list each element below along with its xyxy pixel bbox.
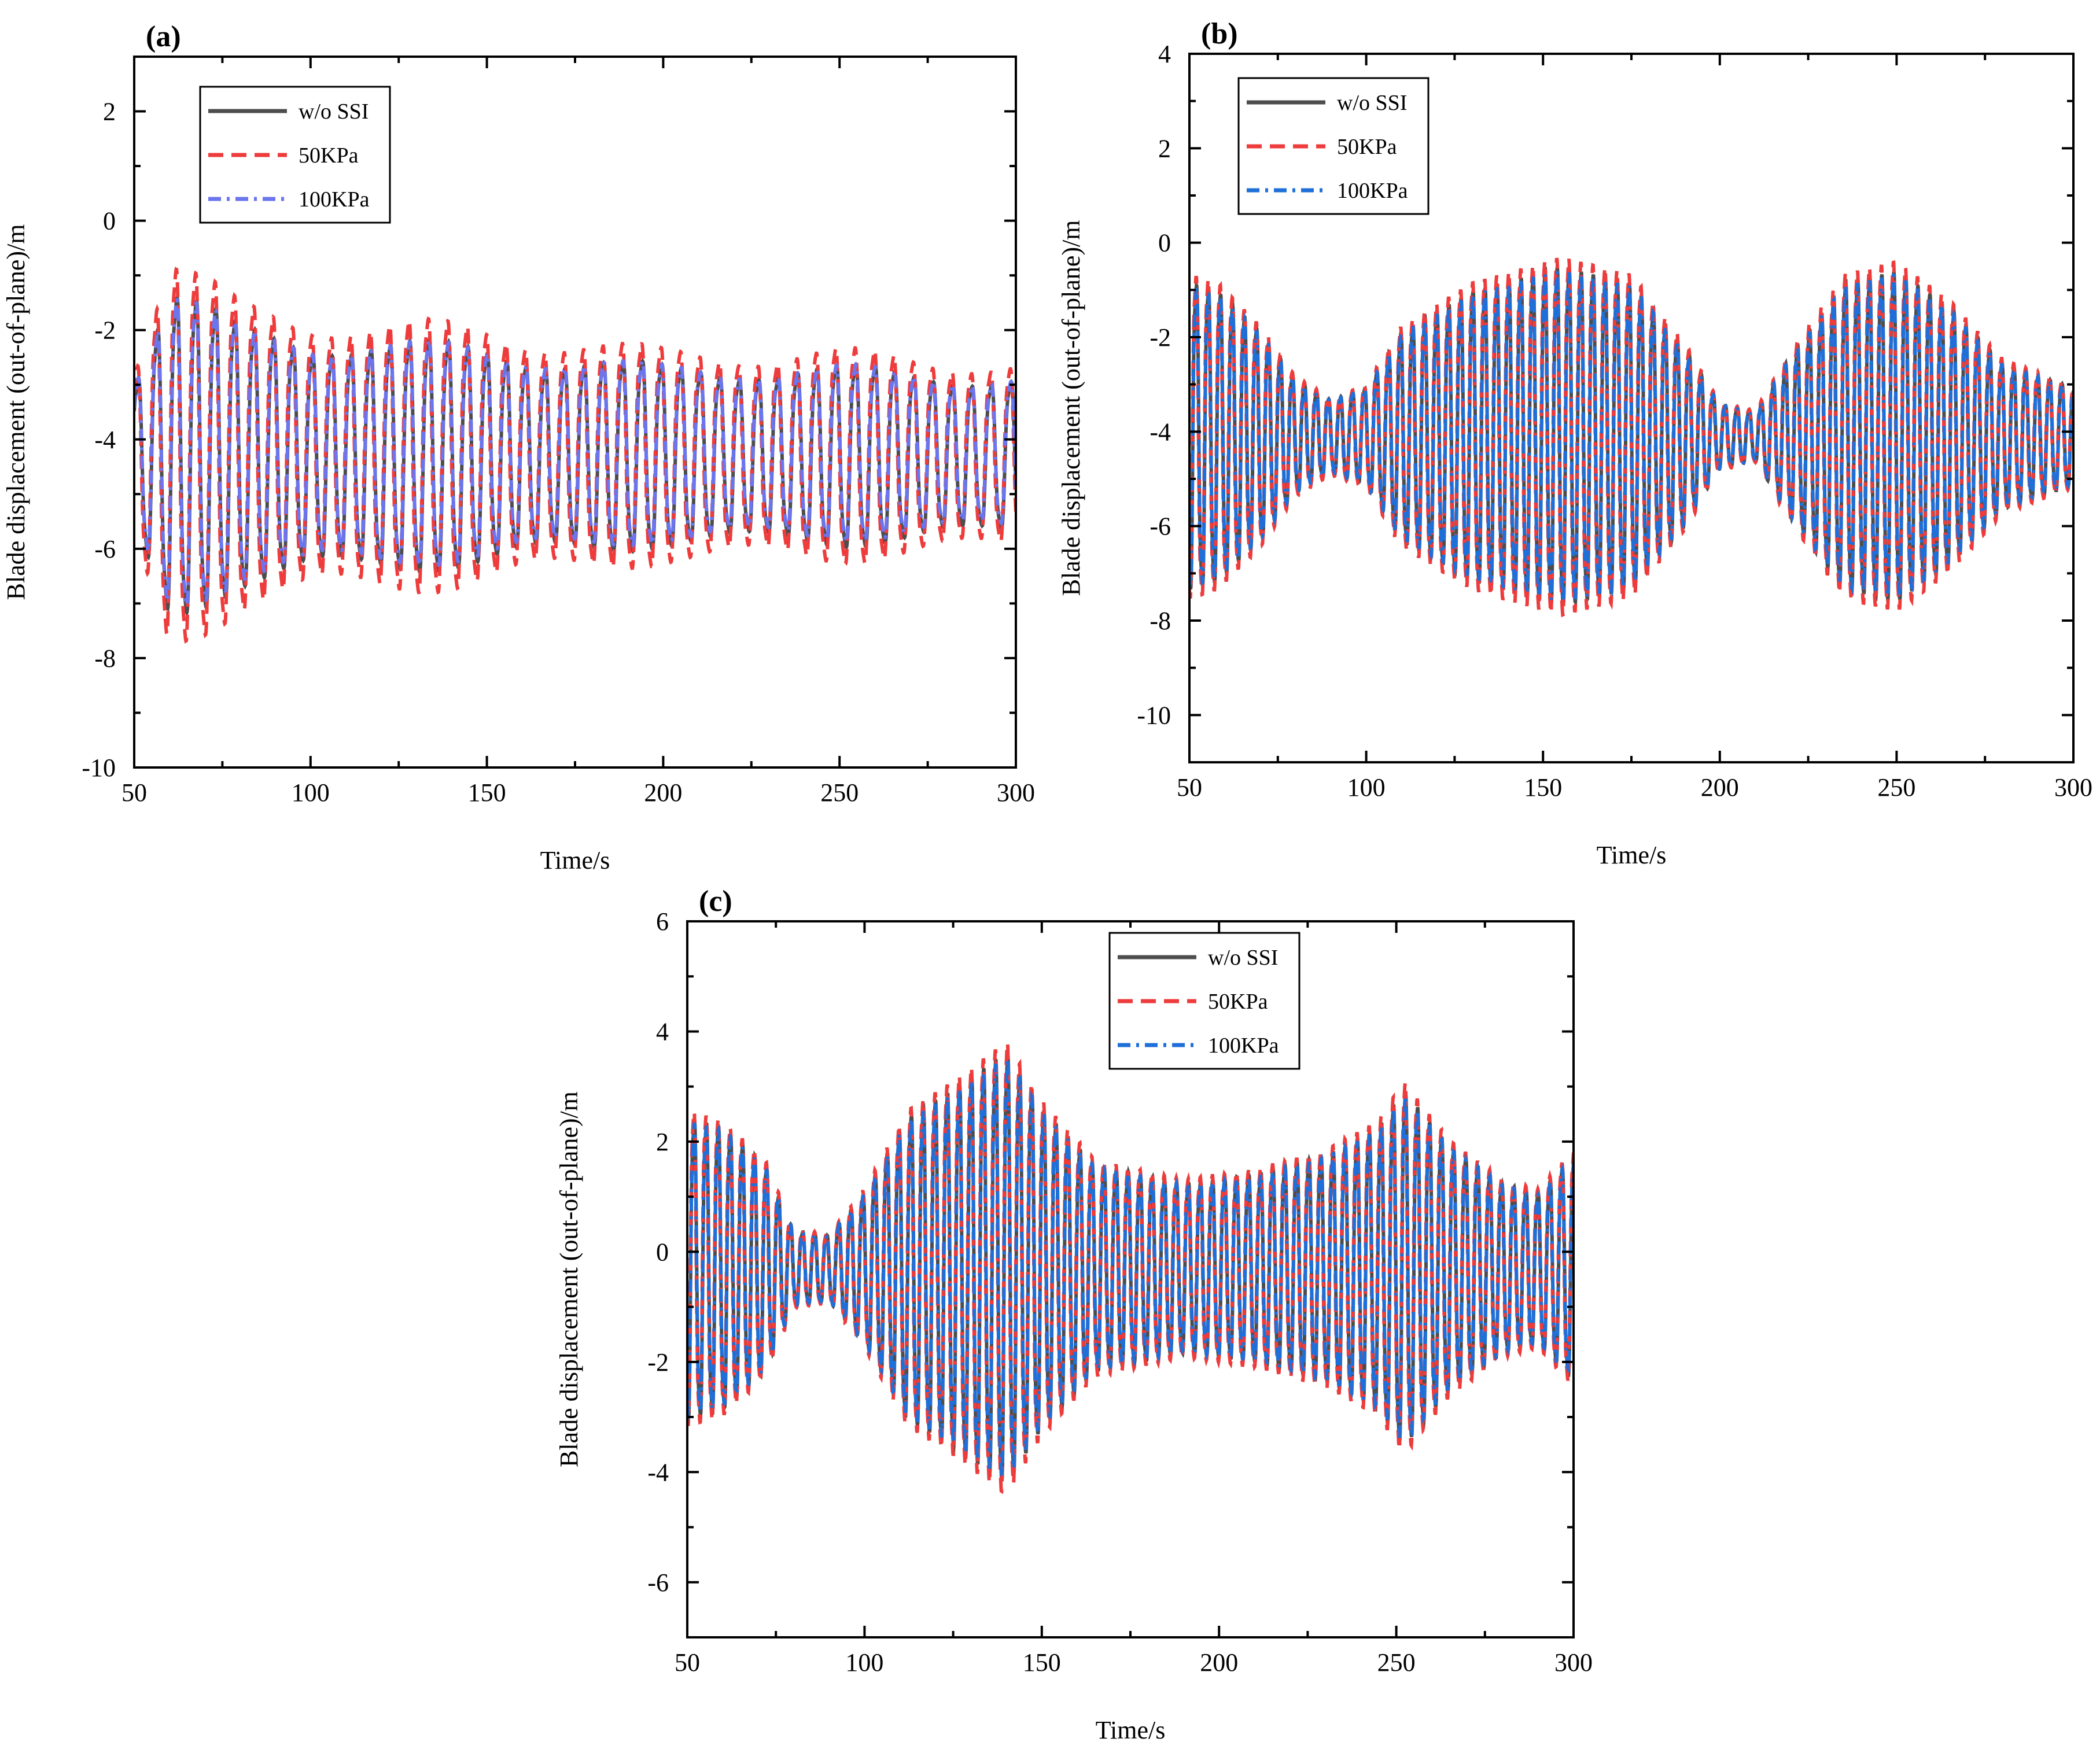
y-tick-label: -2 [647,1348,669,1376]
legend: w/o SSI 50KPa 100KPa [1237,77,1430,215]
panel-label: (a) [146,20,181,53]
x-tick-label: 100 [845,1648,883,1677]
y-tick-label: -4 [647,1458,669,1486]
legend: w/o SSI 50KPa 100KPa [199,86,391,224]
legend: w/o SSI 50KPa 100KPa [1108,932,1300,1070]
chart-panel-c: 50 100 150 200 250 300 -6 -4 -2 0 2 4 6 Time/s Blade d… [555,885,1593,1742]
y-tick-label: -8 [1150,607,1171,635]
series-line-100kpa [687,1058,1574,1478]
x-tick-label: 100 [292,778,330,807]
y-tick-label: 2 [103,98,116,126]
x-tick-label: 300 [1554,1648,1593,1677]
y-tick-label: 2 [1158,134,1171,163]
y-tick-label: 2 [656,1128,669,1156]
y-tick-label: -4 [1150,418,1171,446]
x-tick-label: 150 [1023,1648,1061,1677]
y-tick-label: -10 [1137,701,1171,729]
series-line-50kpa [687,1043,1574,1494]
y-axis-title: Blade displacement (out-of-plane)/m [2,224,30,600]
y-tick-label: -2 [1150,323,1171,352]
y-axis-title: Blade displacement (out-of-plane)/m [1057,220,1085,596]
x-tick-label: 200 [644,778,682,807]
x-axis-title: Time/s [1096,1716,1166,1742]
x-tick-label: 250 [1877,773,1915,802]
y-tick-label: 4 [1158,40,1171,68]
panel-label: (b) [1201,17,1238,50]
y-tick-label: -8 [94,644,116,673]
chart-panel-a: 50 100 150 200 250 300 -10 -8 -6 -4 -2 0 2 Time/s Blad… [2,20,1035,874]
y-tick-label: 6 [656,907,669,936]
y-tick-label: -6 [1150,512,1171,541]
legend-entry: 100KPa [1337,179,1408,203]
legend-entry: w/o SSI [1337,91,1407,115]
series-line-100kpa [1189,269,2073,605]
x-tick-label: 250 [820,778,859,807]
legend-entry: 100KPa [1208,1034,1279,1058]
y-tick-label: -6 [94,535,116,563]
legend-entry: 50KPa [299,143,359,168]
x-tick-label: 50 [121,778,147,807]
chart-panel-b: 50 100 150 200 250 300 -10 -8 -6 -4 -2 0 2 4 Time/s Bla… [1057,17,2092,869]
y-tick-label: -6 [647,1568,669,1597]
series-line-50kpa [134,267,1016,644]
legend-entry: w/o SSI [299,99,369,124]
series-line-100kpa [134,297,1016,607]
y-tick-label: -10 [82,754,116,782]
y-tick-label: 0 [656,1238,669,1266]
y-tick-label: 0 [103,207,116,235]
x-axis-title: Time/s [540,846,610,874]
x-tick-label: 200 [1200,1648,1238,1677]
x-tick-label: 250 [1377,1648,1416,1677]
x-axis-title: Time/s [1597,841,1667,869]
y-tick-label: -2 [94,316,116,345]
x-tick-label: 150 [468,778,506,807]
legend-entry: w/o SSI [1208,946,1278,970]
x-tick-label: 100 [1347,773,1386,802]
y-axis-title: Blade displacement (out-of-plane)/m [555,1091,583,1467]
panel-label: (c) [699,885,732,918]
x-tick-label: 50 [675,1648,700,1677]
y-tick-label: 4 [656,1017,669,1046]
legend-entry: 100KPa [299,187,370,212]
x-tick-label: 200 [1701,773,1739,802]
x-tick-label: 50 [1177,773,1202,802]
legend-entry: 50KPa [1208,990,1268,1014]
x-tick-label: 150 [1524,773,1562,802]
series-line-50kpa [1189,257,2073,618]
y-tick-label: -4 [94,426,116,454]
x-tick-label: 300 [2054,773,2092,802]
x-tick-label: 300 [997,778,1035,807]
legend-entry: 50KPa [1337,135,1397,159]
y-tick-label: 0 [1158,229,1171,257]
